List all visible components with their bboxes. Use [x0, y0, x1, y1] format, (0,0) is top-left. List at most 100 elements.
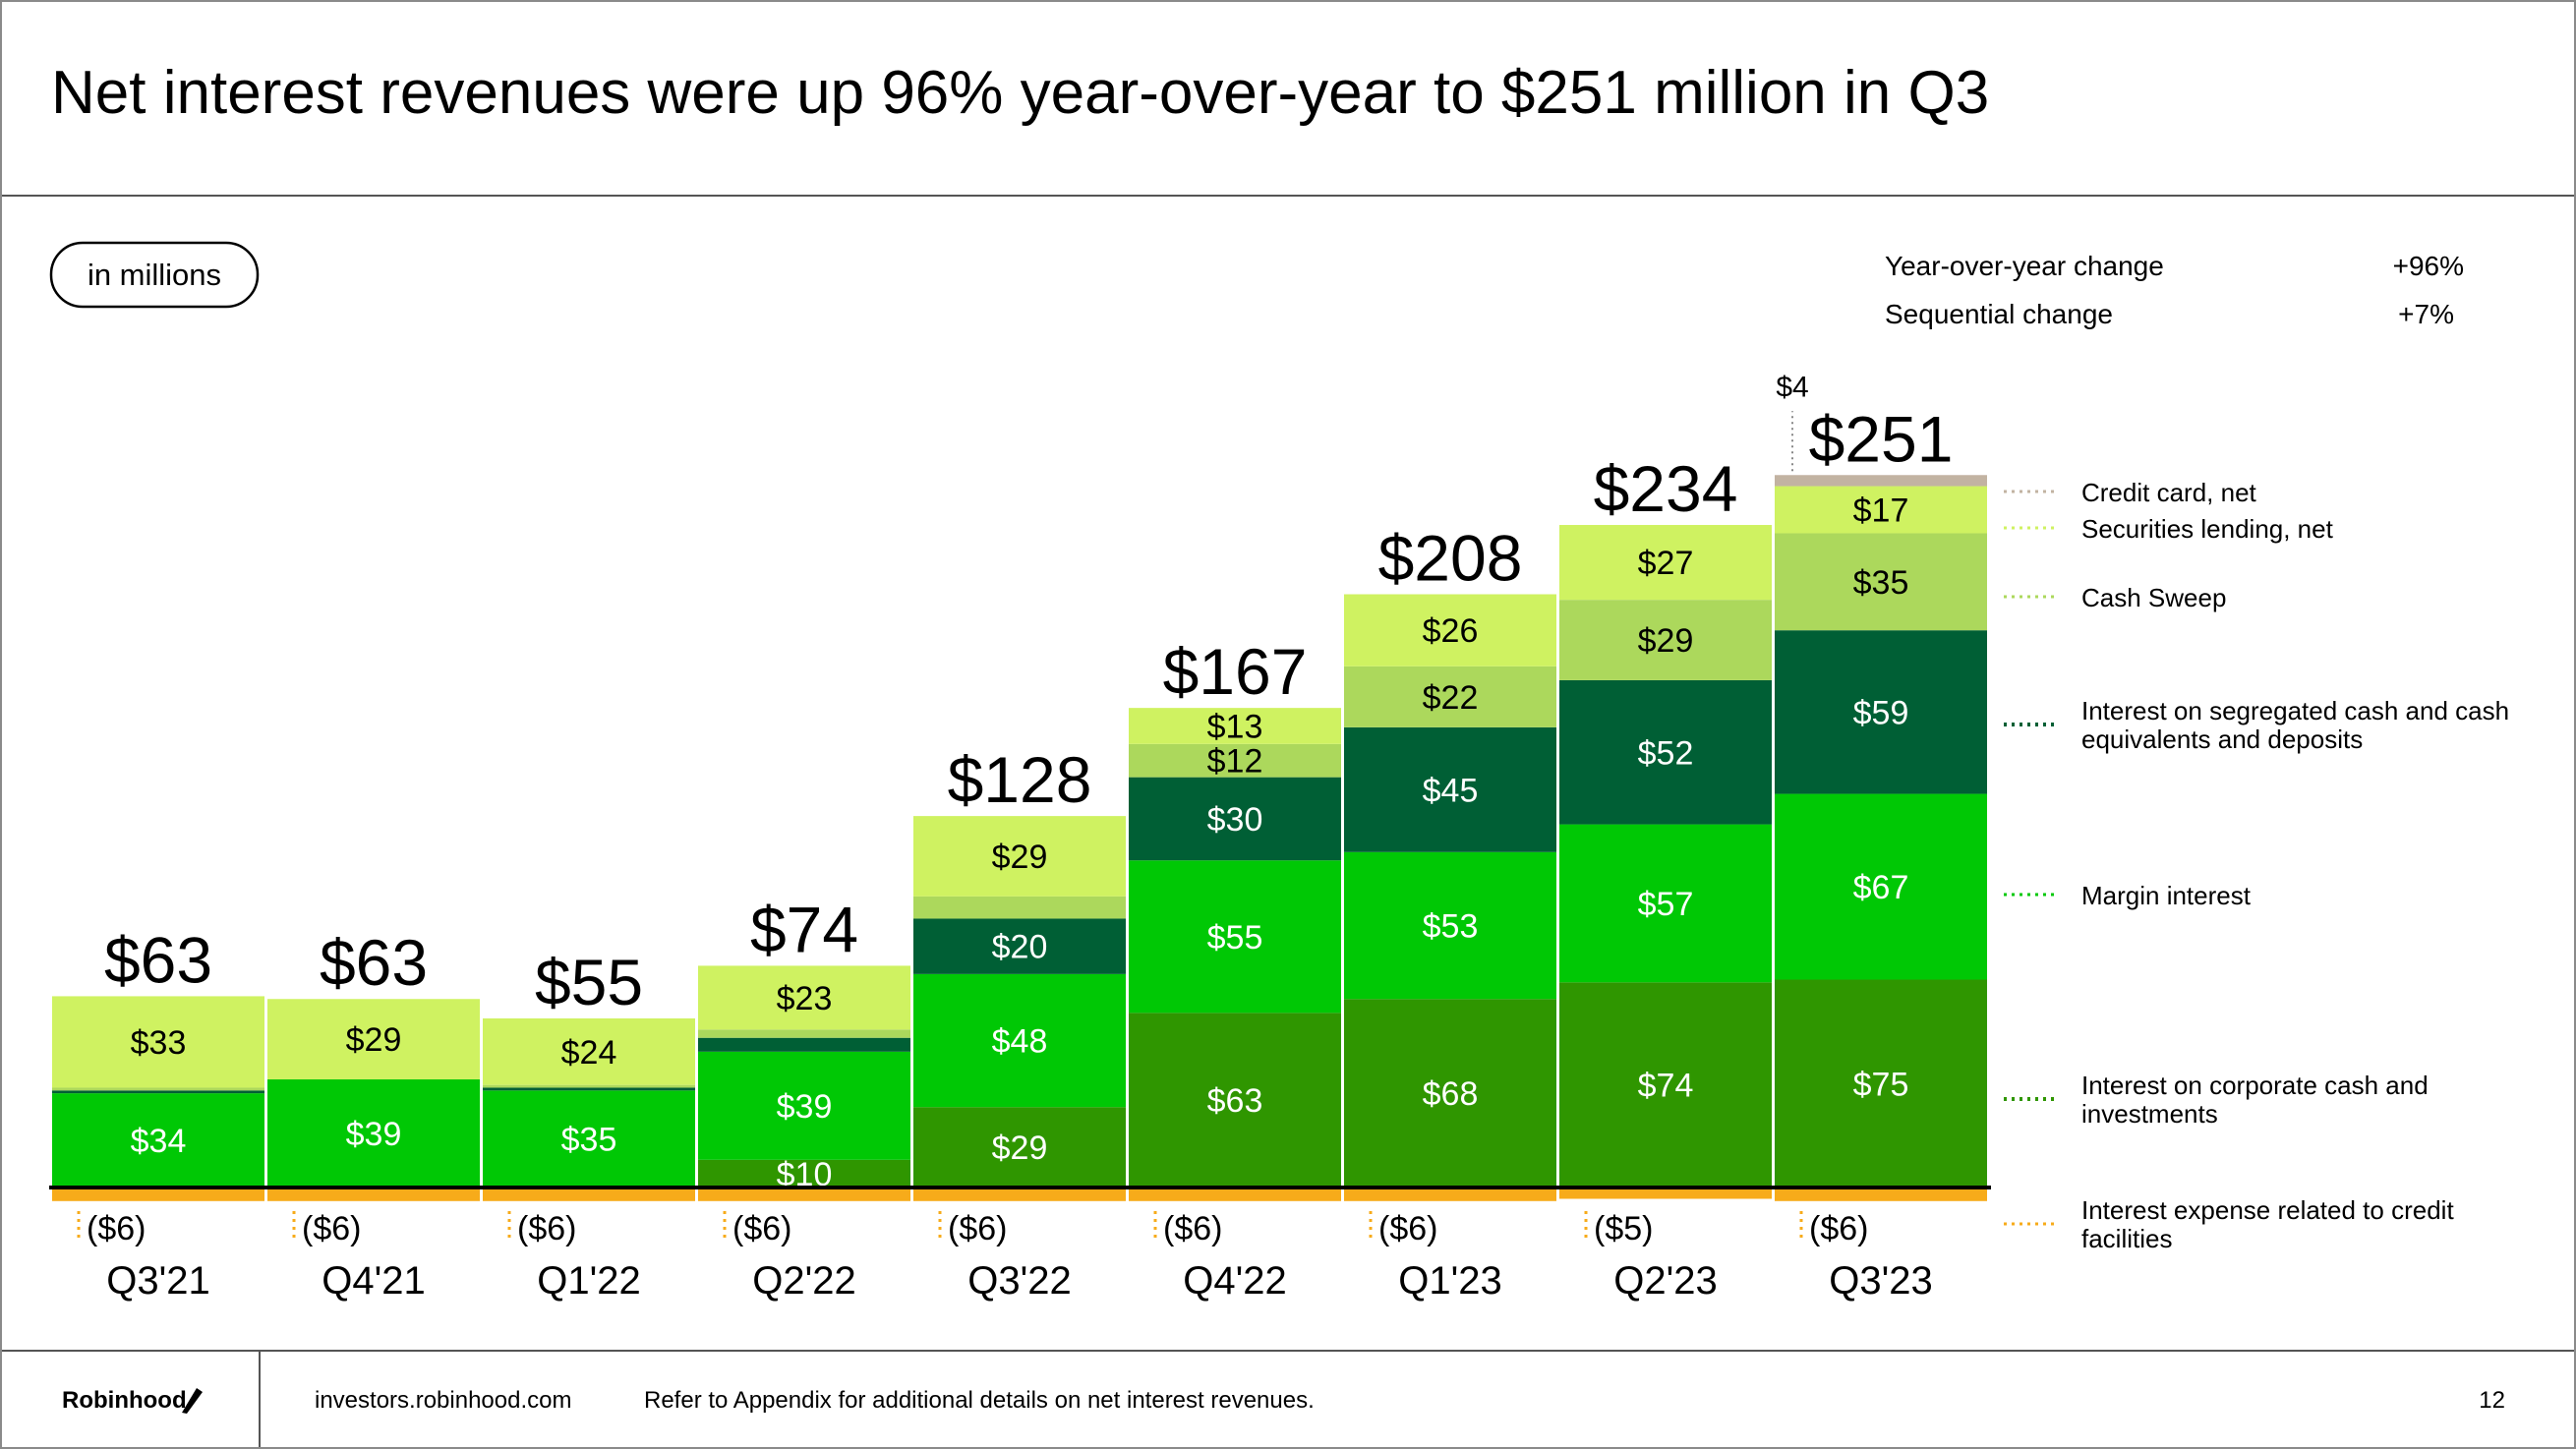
- total-label: $63: [104, 923, 212, 996]
- segment-label: $53: [1423, 908, 1479, 946]
- bar-segment-margin: [1559, 824, 1772, 983]
- segment-label: $39: [346, 1116, 402, 1153]
- segment-label: $22: [1423, 679, 1479, 717]
- bar-segment-corporate: [698, 1159, 910, 1188]
- total-label: $167: [1163, 635, 1308, 708]
- segment-label: $39: [777, 1088, 833, 1126]
- expense-label: ($6): [1378, 1210, 1437, 1247]
- segment-label: $13: [1207, 708, 1263, 745]
- bar-segment-securities_lending: [1775, 486, 1987, 534]
- segment-label: $29: [346, 1021, 402, 1059]
- sequential-value: +7%: [2398, 299, 2454, 329]
- segment-label: $26: [1423, 612, 1479, 650]
- yoy-label: Year-over-year change: [1885, 251, 2164, 281]
- expense-label: ($6): [517, 1210, 576, 1247]
- segment-label: $24: [561, 1034, 617, 1072]
- bar-segment-corporate: [1129, 1013, 1341, 1188]
- bar-segment-expense: [52, 1188, 264, 1201]
- expense-label: ($6): [1809, 1210, 1868, 1247]
- expense-label: ($6): [302, 1210, 361, 1247]
- expense-label: ($6): [732, 1210, 791, 1247]
- bar-segment-margin: [1129, 860, 1341, 1014]
- bar-segment-expense: [1344, 1188, 1556, 1201]
- bar-segment-corporate: [1344, 999, 1556, 1188]
- segment-label: $57: [1638, 886, 1694, 923]
- segment-label: $45: [1423, 772, 1479, 809]
- total-label: $128: [948, 743, 1092, 816]
- bar-segment-segregated: [698, 1037, 910, 1052]
- total-label: $55: [535, 946, 643, 1018]
- stacked-bar-chart: $34 $33 $63 ($6) Q3'21 $39 $29 $63 ($6) Q4'21 $35 $…: [49, 371, 1991, 1303]
- bar-segment-securities_lending: [913, 816, 1126, 897]
- category-label: Q2'23: [1613, 1259, 1718, 1303]
- bar-segment-segregated: [52, 1090, 264, 1094]
- legend-label-expense: Interest expense related to credit: [2081, 1195, 2454, 1225]
- bar-segment-expense: [1775, 1188, 1987, 1201]
- bar-segment-segregated: [1129, 777, 1341, 861]
- category-label: Q3'22: [967, 1259, 1072, 1303]
- segment-label: $35: [1853, 564, 1909, 602]
- expense-label: ($6): [1163, 1210, 1222, 1247]
- segment-label: $48: [992, 1023, 1048, 1061]
- sequential-label: Sequential change: [1885, 299, 2113, 329]
- bar-segment-margin: [1775, 793, 1987, 980]
- category-label: Q4'22: [1183, 1259, 1287, 1303]
- bar-segment-expense: [1559, 1188, 1772, 1199]
- bar-segment-corporate: [1775, 979, 1987, 1188]
- bar-segment-securities_lending: [483, 1017, 695, 1085]
- robinhood-logo: Robinhood: [62, 1387, 187, 1414]
- legend-label-corporate: investments: [2081, 1099, 2218, 1129]
- total-label: $74: [750, 893, 858, 965]
- segment-label: $29: [992, 1130, 1048, 1167]
- bar-segment-securities_lending: [267, 999, 480, 1080]
- total-label: $208: [1378, 522, 1523, 595]
- bar-segment-corporate: [913, 1107, 1126, 1188]
- bar-segment-cash_sweep: [1129, 743, 1341, 778]
- segment-label: $55: [1207, 919, 1263, 956]
- legend-label-securities_lending: Securities lending, net: [2081, 514, 2334, 544]
- category-label: Q2'22: [752, 1259, 856, 1303]
- category-label: Q1'22: [537, 1259, 641, 1303]
- category-label: Q3'21: [106, 1259, 210, 1303]
- segment-label: $67: [1853, 869, 1909, 906]
- segment-label: $33: [131, 1024, 187, 1062]
- segment-label: $63: [1207, 1082, 1263, 1120]
- segment-label: $52: [1638, 734, 1694, 772]
- credit-card-label: $4: [1776, 371, 1808, 403]
- bar-segment-margin: [52, 1093, 264, 1188]
- total-label: $63: [320, 926, 428, 999]
- category-label: Q3'23: [1829, 1259, 1933, 1303]
- bar-segment-segregated: [1559, 679, 1772, 825]
- bar-segment-credit_card: [1775, 475, 1987, 487]
- bar-segment-securities_lending: [1559, 525, 1772, 601]
- bar-segment-margin: [267, 1079, 480, 1188]
- yoy-value: +96%: [2393, 251, 2464, 281]
- bar-segment-cash_sweep: [1344, 666, 1556, 727]
- segment-label: $12: [1207, 743, 1263, 781]
- units-badge-label: in millions: [88, 258, 221, 292]
- footer-note: Refer to Appendix for additional details…: [644, 1387, 1315, 1414]
- legend-label-segregated: Interest on segregated cash and cash: [2081, 696, 2509, 725]
- footer-url[interactable]: investors.robinhood.com: [315, 1387, 571, 1414]
- legend: Credit card, net Securities lending, net C…: [2004, 478, 2509, 1253]
- bar-segment-cash_sweep: [913, 896, 1126, 919]
- segment-label: $29: [992, 839, 1048, 876]
- units-badge: [49, 241, 260, 309]
- legend-label-margin: Margin interest: [2081, 881, 2252, 910]
- bar-segment-expense: [483, 1188, 695, 1201]
- bar-segment-margin: [483, 1090, 695, 1188]
- bar-segment-expense: [698, 1188, 910, 1201]
- bar-segment-segregated: [1344, 726, 1556, 852]
- expense-label: ($5): [1594, 1210, 1653, 1247]
- bar-segment-securities_lending: [1344, 594, 1556, 667]
- bar-segment-securities_lending: [698, 965, 910, 1030]
- segment-label: $75: [1853, 1066, 1909, 1103]
- segment-label: $68: [1423, 1075, 1479, 1113]
- bar-segment-segregated: [1775, 630, 1987, 794]
- segment-label: $59: [1853, 694, 1909, 731]
- bar-segment-margin: [913, 973, 1126, 1108]
- segment-label: $27: [1638, 545, 1694, 582]
- bar-segment-cash_sweep: [1559, 600, 1772, 680]
- segment-label: $17: [1853, 493, 1909, 530]
- bar-segment-expense: [267, 1188, 480, 1201]
